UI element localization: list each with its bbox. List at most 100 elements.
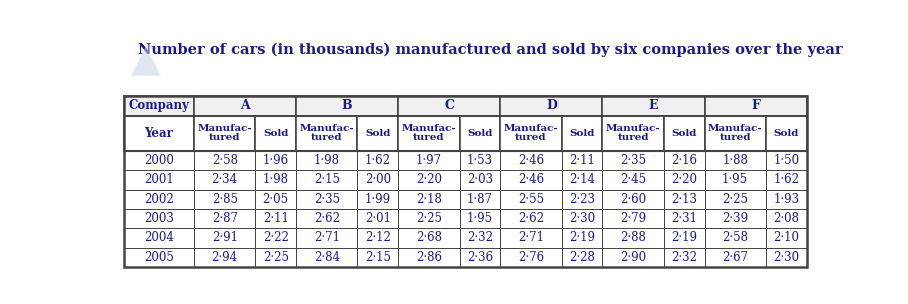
Text: 2002: 2002: [144, 193, 174, 206]
Bar: [358, 170, 399, 190]
Text: Sold: Sold: [365, 129, 390, 138]
Text: Manufac-: Manufac-: [606, 124, 660, 133]
Text: Company: Company: [129, 99, 190, 112]
Text: Manufac-: Manufac-: [708, 124, 763, 133]
Bar: [765, 116, 806, 151]
Bar: [500, 190, 562, 209]
Bar: [664, 116, 705, 151]
Bar: [705, 116, 765, 151]
Bar: [255, 151, 296, 170]
Text: Manufac-: Manufac-: [300, 124, 354, 133]
Text: 2000: 2000: [144, 154, 174, 167]
Text: 2·12: 2·12: [365, 232, 390, 244]
Bar: [255, 190, 296, 209]
Bar: [459, 190, 500, 209]
Bar: [602, 96, 705, 116]
Text: 2·03: 2·03: [467, 173, 493, 186]
Text: 2·62: 2·62: [314, 212, 340, 225]
Text: 2·16: 2·16: [671, 154, 697, 167]
Bar: [562, 151, 602, 170]
Bar: [705, 151, 765, 170]
Bar: [296, 190, 358, 209]
Bar: [124, 151, 194, 170]
Bar: [562, 170, 602, 190]
Text: ▲: ▲: [131, 40, 161, 78]
Text: 2·45: 2·45: [620, 173, 646, 186]
Bar: [602, 170, 664, 190]
Text: 1·99: 1·99: [365, 193, 391, 206]
Text: 2·30: 2·30: [569, 212, 595, 225]
Bar: [194, 151, 255, 170]
Text: 1·62: 1·62: [365, 154, 390, 167]
Bar: [124, 228, 194, 248]
Text: tured: tured: [209, 133, 241, 142]
Text: 2·22: 2·22: [262, 232, 289, 244]
Text: 2·25: 2·25: [722, 193, 748, 206]
Bar: [459, 248, 500, 267]
Text: Sold: Sold: [468, 129, 493, 138]
Bar: [602, 209, 664, 228]
Text: Number of cars (in thousands) manufactured and sold by six companies over the ye: Number of cars (in thousands) manufactur…: [138, 42, 843, 57]
Text: 2003: 2003: [144, 212, 174, 225]
Bar: [500, 228, 562, 248]
Text: tured: tured: [719, 133, 751, 142]
Bar: [459, 151, 500, 170]
Bar: [705, 228, 765, 248]
Bar: [194, 96, 296, 116]
Bar: [255, 228, 296, 248]
Bar: [399, 228, 459, 248]
Text: Manufac-: Manufac-: [197, 124, 252, 133]
Bar: [664, 228, 705, 248]
Text: 2·18: 2·18: [416, 193, 442, 206]
Text: 2·71: 2·71: [518, 232, 544, 244]
Text: Sold: Sold: [774, 129, 799, 138]
Text: 2·20: 2·20: [671, 173, 697, 186]
Text: 2·19: 2·19: [569, 232, 595, 244]
Text: 2004: 2004: [144, 232, 174, 244]
Bar: [296, 116, 358, 151]
Bar: [358, 190, 399, 209]
Text: 1·50: 1·50: [774, 154, 799, 167]
Text: 2·94: 2·94: [212, 251, 238, 264]
Bar: [664, 151, 705, 170]
Bar: [765, 151, 806, 170]
Text: 2·23: 2·23: [569, 193, 595, 206]
Text: tured: tured: [515, 133, 547, 142]
Text: Manufac-: Manufac-: [504, 124, 558, 133]
Text: 2005: 2005: [144, 251, 174, 264]
Bar: [765, 190, 806, 209]
Text: 2·79: 2·79: [620, 212, 646, 225]
Text: Manufac-: Manufac-: [401, 124, 456, 133]
Text: 1·95: 1·95: [722, 173, 748, 186]
Text: 2·35: 2·35: [620, 154, 646, 167]
Text: tured: tured: [311, 133, 342, 142]
Text: 2·13: 2·13: [671, 193, 697, 206]
Bar: [358, 248, 399, 267]
Bar: [664, 209, 705, 228]
Text: 2·68: 2·68: [416, 232, 442, 244]
Text: 2·01: 2·01: [365, 212, 390, 225]
Bar: [765, 248, 806, 267]
Text: 1·96: 1·96: [262, 154, 289, 167]
Bar: [194, 248, 255, 267]
Text: Sold: Sold: [569, 129, 595, 138]
Bar: [124, 190, 194, 209]
Bar: [765, 228, 806, 248]
Text: 2·15: 2·15: [365, 251, 390, 264]
Text: 1·62: 1·62: [774, 173, 799, 186]
Bar: [399, 209, 459, 228]
Bar: [124, 248, 194, 267]
Bar: [124, 170, 194, 190]
Text: 2·34: 2·34: [212, 173, 238, 186]
Bar: [358, 228, 399, 248]
Bar: [296, 248, 358, 267]
Bar: [296, 151, 358, 170]
Bar: [500, 151, 562, 170]
Text: 2·00: 2·00: [365, 173, 391, 186]
Bar: [194, 190, 255, 209]
Bar: [705, 209, 765, 228]
Text: 2·46: 2·46: [518, 154, 544, 167]
Bar: [562, 228, 602, 248]
Text: 2·05: 2·05: [262, 193, 289, 206]
Bar: [459, 228, 500, 248]
